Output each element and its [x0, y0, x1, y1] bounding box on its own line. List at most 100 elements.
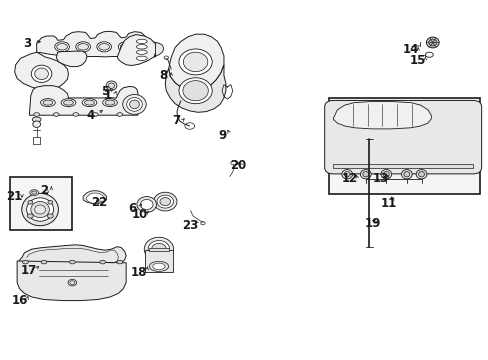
Ellipse shape [140, 199, 153, 210]
Ellipse shape [179, 78, 212, 104]
Ellipse shape [26, 198, 54, 221]
Text: 11: 11 [380, 197, 396, 210]
Ellipse shape [55, 42, 69, 52]
Ellipse shape [136, 50, 147, 54]
Ellipse shape [31, 202, 49, 217]
Bar [10, 177, 72, 230]
Ellipse shape [118, 42, 133, 52]
Ellipse shape [41, 260, 47, 264]
Polygon shape [29, 86, 138, 115]
Ellipse shape [78, 44, 88, 50]
Text: 7: 7 [172, 114, 180, 127]
Polygon shape [17, 261, 126, 301]
Ellipse shape [44, 190, 48, 193]
Ellipse shape [28, 201, 33, 204]
Polygon shape [154, 42, 163, 57]
Ellipse shape [362, 172, 368, 177]
Ellipse shape [136, 56, 147, 60]
Text: 16: 16 [11, 294, 28, 307]
Ellipse shape [380, 170, 391, 179]
Ellipse shape [148, 240, 169, 258]
Ellipse shape [41, 99, 55, 107]
Text: 3: 3 [23, 37, 31, 50]
Ellipse shape [53, 113, 59, 116]
Ellipse shape [82, 99, 97, 107]
Ellipse shape [136, 39, 147, 44]
Text: 13: 13 [371, 172, 388, 185]
Ellipse shape [31, 65, 52, 82]
Ellipse shape [117, 113, 122, 116]
Text: 1: 1 [103, 89, 111, 102]
Ellipse shape [153, 192, 177, 211]
Ellipse shape [61, 99, 76, 107]
Ellipse shape [105, 100, 115, 105]
Bar [328, 98, 479, 194]
Text: 19: 19 [364, 217, 380, 230]
Ellipse shape [360, 170, 370, 179]
Text: 22: 22 [90, 196, 107, 209]
Ellipse shape [122, 95, 146, 114]
Ellipse shape [183, 81, 208, 101]
Ellipse shape [120, 44, 131, 50]
Ellipse shape [84, 100, 94, 105]
Ellipse shape [43, 100, 53, 105]
Text: 2: 2 [40, 184, 48, 197]
Text: 9: 9 [218, 129, 226, 141]
Bar [145, 250, 172, 272]
Ellipse shape [48, 201, 53, 204]
Text: 14: 14 [402, 43, 418, 56]
Ellipse shape [383, 172, 388, 177]
Polygon shape [37, 31, 161, 57]
Text: 6: 6 [128, 202, 136, 215]
Polygon shape [83, 191, 106, 203]
FancyBboxPatch shape [324, 100, 481, 174]
Ellipse shape [403, 172, 409, 177]
Polygon shape [20, 245, 126, 271]
Ellipse shape [366, 136, 370, 139]
Ellipse shape [97, 42, 111, 52]
Text: 23: 23 [182, 219, 199, 232]
Text: 15: 15 [409, 54, 426, 67]
Ellipse shape [27, 214, 33, 218]
Ellipse shape [137, 197, 156, 212]
Ellipse shape [68, 279, 77, 286]
Polygon shape [333, 102, 430, 129]
Polygon shape [56, 51, 87, 67]
Ellipse shape [428, 39, 436, 46]
Ellipse shape [157, 195, 173, 208]
Ellipse shape [30, 190, 39, 195]
Ellipse shape [73, 113, 79, 116]
Ellipse shape [47, 214, 53, 218]
Ellipse shape [99, 44, 109, 50]
Ellipse shape [69, 260, 75, 264]
Ellipse shape [70, 281, 75, 284]
Ellipse shape [22, 193, 59, 226]
Ellipse shape [401, 170, 411, 179]
Text: 20: 20 [229, 159, 246, 172]
Ellipse shape [35, 205, 45, 214]
Text: 10: 10 [131, 208, 147, 221]
Ellipse shape [126, 98, 142, 111]
Ellipse shape [34, 113, 40, 116]
Text: 12: 12 [341, 172, 357, 185]
Ellipse shape [92, 113, 98, 116]
Polygon shape [168, 34, 224, 91]
Ellipse shape [32, 191, 37, 194]
Text: 5: 5 [101, 85, 109, 98]
Ellipse shape [341, 170, 352, 179]
Ellipse shape [160, 198, 170, 206]
Ellipse shape [152, 263, 165, 270]
Polygon shape [165, 65, 225, 112]
Ellipse shape [102, 99, 117, 107]
Ellipse shape [179, 49, 212, 75]
Ellipse shape [151, 243, 166, 255]
Ellipse shape [22, 260, 28, 264]
Ellipse shape [426, 37, 438, 48]
Bar [333, 164, 472, 168]
Bar [149, 248, 168, 251]
Ellipse shape [32, 117, 41, 122]
Ellipse shape [129, 100, 139, 109]
Text: 17: 17 [20, 264, 37, 277]
Polygon shape [86, 193, 104, 203]
Ellipse shape [136, 45, 147, 49]
